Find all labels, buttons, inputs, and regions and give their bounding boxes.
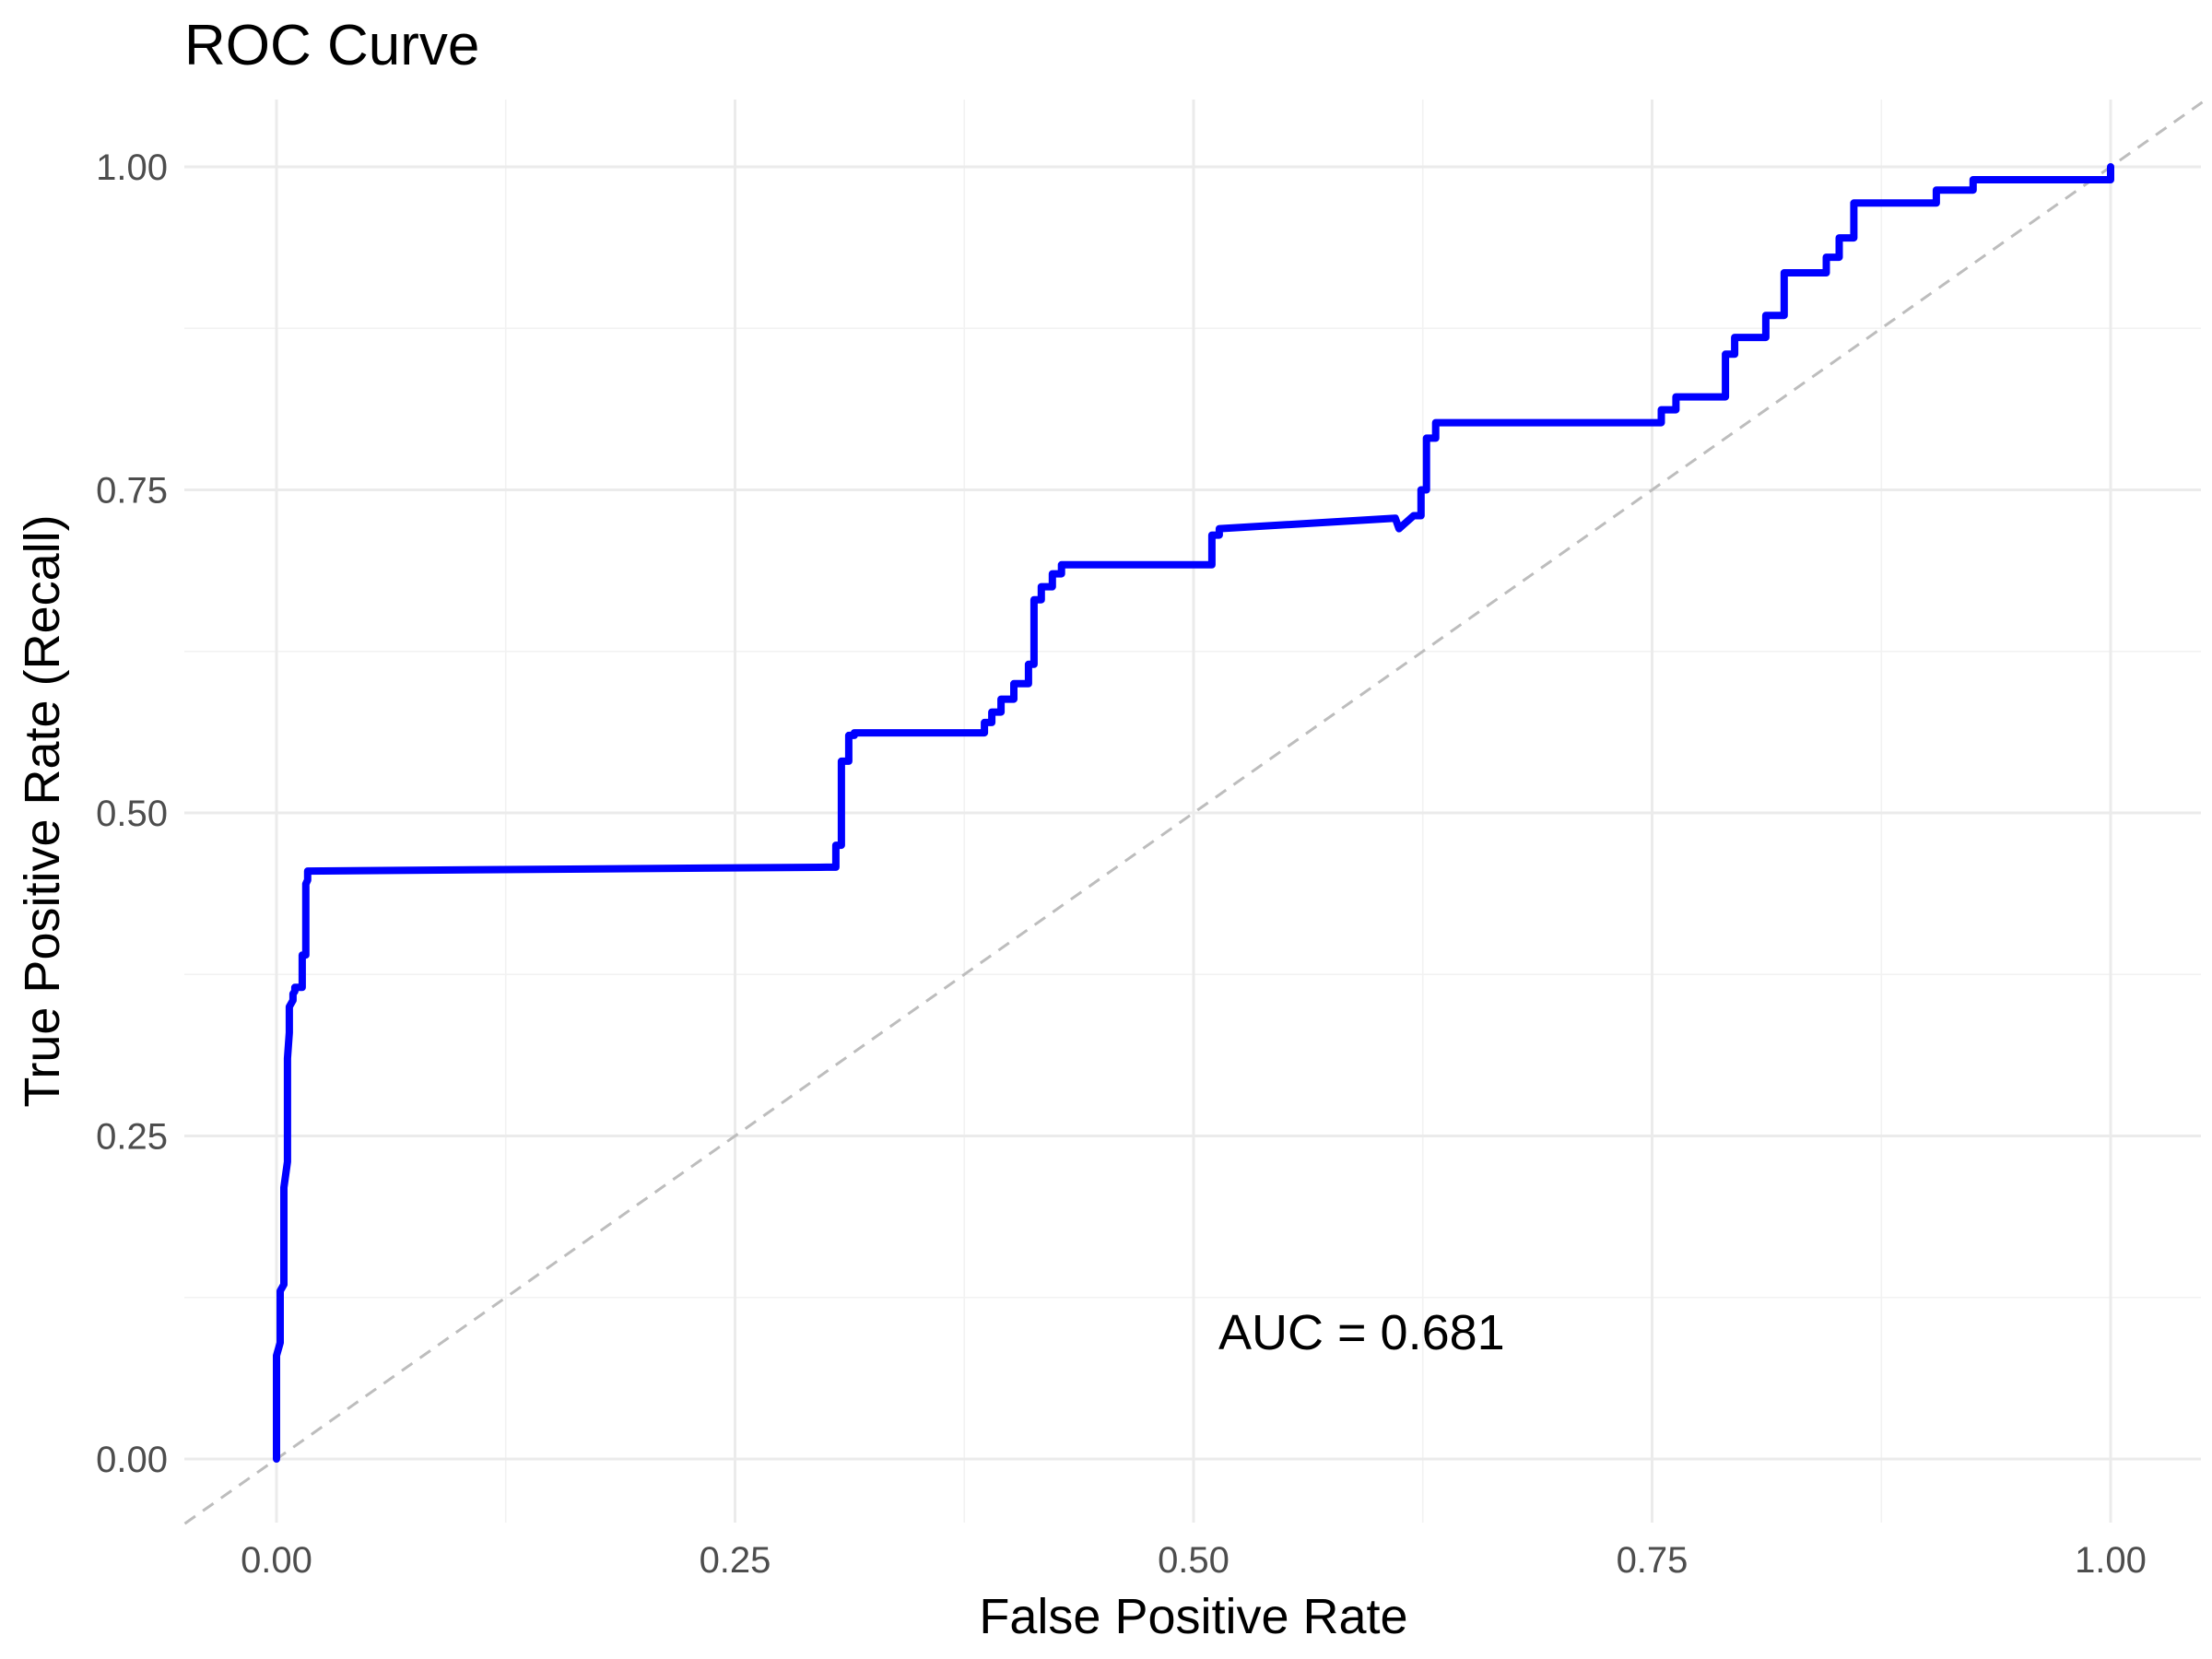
auc-annotation: AUC = 0.681 [1218,1305,1505,1360]
chart-title: ROC Curve [184,14,479,77]
y-tick-label: 0.00 [96,1440,168,1480]
x-tick-label: 0.75 [1617,1540,1688,1581]
x-tick-label: 0.25 [700,1540,771,1581]
grid-layer [184,100,2201,1523]
x-tick-label: 1.00 [2075,1540,2147,1581]
y-axis-title: True Positive Rate (Recall) [15,514,70,1107]
x-tick-label: 0.00 [241,1540,312,1581]
tick-label-layer: 0.00 0.25 0.50 0.75 1.00 0.00 0.25 0.50 0.75 1.00 [96,147,2147,1581]
y-tick-label: 1.00 [96,147,168,188]
series-layer [273,163,2114,1463]
x-axis-title: False Positive Rate [979,1589,1407,1644]
y-tick-label: 0.50 [96,794,168,834]
roc-curve-line [273,163,2114,1463]
y-tick-label: 0.25 [96,1117,168,1158]
y-tick-label: 0.75 [96,471,168,512]
x-tick-label: 0.50 [1158,1540,1230,1581]
